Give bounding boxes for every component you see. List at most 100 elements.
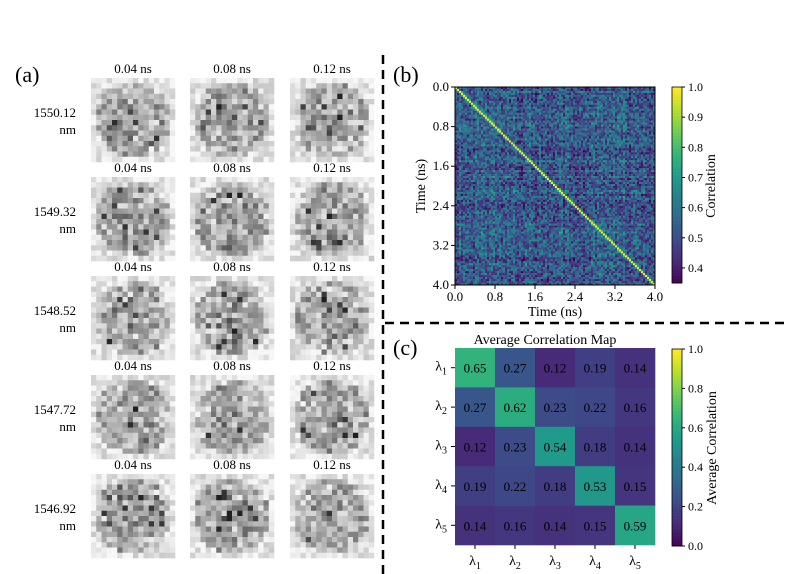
matrix-cell	[615, 348, 656, 388]
cell-value-label: 0.15	[584, 518, 607, 533]
speckle-image	[290, 177, 375, 262]
panel-label-a: (a)	[15, 62, 39, 87]
matrix-cell	[575, 466, 616, 506]
matrix-cell	[455, 505, 496, 546]
c-col-label: λ1	[469, 554, 481, 572]
b-xtick-label: 4.0	[647, 289, 663, 304]
row-label-unit: nm	[59, 419, 76, 434]
cell-value-label: 0.14	[464, 518, 487, 533]
b-colorbar-label: Correlation	[704, 154, 719, 218]
b-ytick-label: 0.8	[433, 119, 449, 134]
cell-value-label: 0.22	[504, 479, 527, 494]
c-colorbar-tick: 0.2	[688, 500, 703, 514]
c-col-label: λ4	[589, 554, 601, 572]
c-colorbar-tick: 0.0	[688, 539, 703, 553]
matrix-cell	[535, 505, 576, 546]
c-row-label: λ1	[435, 360, 447, 378]
b-xtick-label: 1.6	[527, 289, 544, 304]
c-row-label: λ2	[435, 399, 447, 417]
b-xtick-label: 2.4	[567, 289, 584, 304]
matrix-cell	[535, 387, 576, 428]
column-label: 0.04 ns	[114, 61, 152, 76]
c-colorbar-tick: 1.0	[688, 342, 703, 356]
cell-value-label: 0.12	[544, 361, 567, 376]
row-label-unit: nm	[59, 320, 76, 335]
row-label-wavelength: 1549.32	[34, 204, 76, 219]
average-correlation-map: Average Correlation Map 0.65 0.27 0.12 0.19…	[435, 333, 720, 572]
c-colorbar-tick: 0.4	[688, 460, 703, 474]
row-label-wavelength: 1547.72	[34, 402, 76, 417]
speckle-image	[190, 474, 275, 559]
matrix-cell	[455, 466, 496, 506]
cell-value-label: 0.18	[584, 440, 607, 455]
cell-value-label: 0.62	[504, 400, 527, 415]
correlation-colorbar: 0.4 0.5 0.6 0.7 0.8 0.9 1.0	[671, 80, 703, 284]
matrix-cell	[495, 426, 536, 467]
column-label: 0.08 ns	[213, 358, 251, 373]
speckle-image	[91, 177, 176, 262]
b-ytick-label: 1.6	[433, 158, 450, 173]
cell-value-label: 0.22	[584, 400, 607, 415]
b-colorbar-tick: 1.0	[688, 80, 703, 94]
column-label: 0.08 ns	[213, 259, 251, 274]
c-row-label: λ4	[435, 478, 447, 496]
matrix-cell	[535, 426, 576, 467]
cell-value-label: 0.59	[624, 518, 647, 533]
matrix-cell	[575, 387, 616, 428]
b-xtick-label: 0.8	[487, 289, 503, 304]
b-colorbar-tick: 0.6	[688, 201, 703, 215]
b-xtick-label: 0.0	[447, 289, 463, 304]
matrix-cell	[575, 348, 616, 388]
b-colorbar-tick: 0.8	[688, 140, 703, 154]
b-ytick-label: 3.2	[433, 237, 449, 252]
matrix-cell	[495, 466, 536, 506]
c-title: Average Correlation Map	[474, 333, 617, 348]
matrix-cell	[615, 505, 656, 546]
matrix-cell	[575, 426, 616, 467]
matrix-cell	[455, 387, 496, 428]
c-row-label: λ3	[435, 439, 447, 457]
column-label: 0.04 ns	[114, 457, 152, 472]
cell-value-label: 0.14	[624, 361, 647, 376]
speckle-image	[190, 375, 275, 460]
correlation-heatmap: 0.0 0.8 1.6 2.4 3.2 4.00.00.81.62.43.24.0 Tim…	[414, 79, 719, 320]
speckle-image	[290, 375, 375, 460]
speckle-image	[190, 177, 275, 262]
matrix-cell	[535, 466, 576, 506]
c-col-label: λ5	[629, 554, 641, 572]
b-ytick-label: 4.0	[433, 277, 449, 292]
column-label: 0.08 ns	[213, 160, 251, 175]
matrix-cells: 0.65 0.27 0.12 0.19 0.14 0.27 0.62 0.23 0.22 0.16…	[455, 348, 656, 546]
c-col-label: λ2	[509, 554, 521, 572]
b-ytick-label: 2.4	[433, 198, 450, 213]
b-xlabel: Time (ns)	[528, 305, 583, 320]
column-label: 0.12 ns	[313, 61, 351, 76]
speckle-image	[190, 78, 275, 163]
b-ytick-label: 0.0	[433, 79, 449, 94]
column-label: 0.08 ns	[213, 61, 251, 76]
row-label-wavelength: 1546.92	[34, 501, 76, 516]
cell-value-label: 0.12	[464, 440, 487, 455]
speckle-image	[290, 276, 375, 361]
row-label-wavelength: 1550.12	[34, 105, 76, 120]
cell-value-label: 0.15	[624, 479, 647, 494]
matrix-cell	[495, 505, 536, 546]
cell-value-label: 0.53	[584, 479, 607, 494]
cell-value-label: 0.16	[624, 400, 647, 415]
column-label: 0.12 ns	[313, 457, 351, 472]
cell-value-label: 0.27	[504, 361, 527, 376]
speckle-image	[290, 78, 375, 163]
c-colorbar-tick: 0.8	[688, 381, 703, 395]
c-col-label: λ3	[549, 554, 561, 572]
speckle-image-grid: 0.04 ns 0.04 ns 0.04 ns 0.04 ns 0.04 ns 0.08 …	[34, 61, 375, 559]
average-colorbar: 0.0 0.2 0.4 0.6 0.8 1.0	[671, 342, 703, 553]
cell-value-label: 0.23	[504, 440, 527, 455]
panel-label-c: (c)	[393, 335, 417, 360]
row-label-unit: nm	[59, 518, 76, 533]
speckle-image	[91, 276, 176, 361]
cell-value-label: 0.27	[464, 400, 487, 415]
cell-value-label: 0.65	[464, 361, 487, 376]
heatmap-cells	[455, 87, 656, 286]
speckle-image	[91, 78, 176, 163]
cell-value-label: 0.14	[624, 440, 647, 455]
